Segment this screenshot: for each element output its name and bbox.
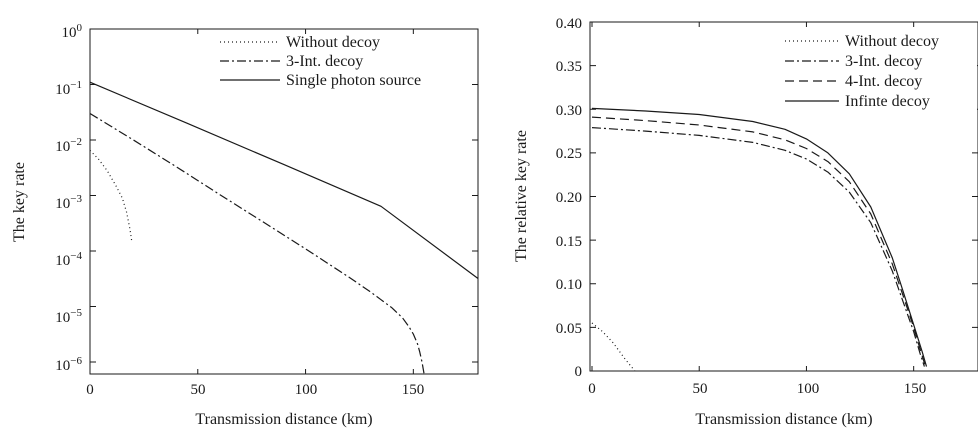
legend-label-without-decoy: Without decoy xyxy=(286,34,380,51)
left-x-tick-label: 50 xyxy=(191,382,206,398)
right-y-tick-labels: 0 0.05 0.10 0.15 0.20 0.25 0.30 0.35 0.4… xyxy=(556,16,582,380)
right-y-axis-title: The relative key rate xyxy=(513,130,530,262)
right-x-tick-label: 50 xyxy=(693,381,708,397)
right-x-axis-title: Transmission distance (km) xyxy=(695,411,872,428)
right-y-tick-label: 0.05 xyxy=(556,321,582,337)
legend-label-4-int-decoy: 4-Int. decoy xyxy=(845,73,922,90)
right-y-tick-label: 0.30 xyxy=(556,103,582,119)
left-y-tick-label: 10−1 xyxy=(55,79,82,98)
right-y-tick-label: 0.15 xyxy=(556,234,582,250)
right-x-tick-label: 100 xyxy=(797,381,820,397)
right-y-tick-label: 0.40 xyxy=(556,16,582,32)
right-x-tick-label: 0 xyxy=(588,381,596,397)
left-legend: Without decoy 3-Int. decoy Single photon… xyxy=(220,34,421,89)
left-y-tick-label: 10−5 xyxy=(55,307,82,326)
right-y-tick-label: 0.35 xyxy=(556,59,582,75)
left-plot-frame xyxy=(89,28,479,375)
right-legend: Without decoy 3-Int. decoy 4-Int. decoy … xyxy=(784,28,977,116)
right-x-tick-label: 150 xyxy=(904,381,927,397)
left-x-tick-labels: 0 50 100 150 xyxy=(86,382,424,398)
left-series-group xyxy=(89,81,479,375)
right-y-tick-label: 0.10 xyxy=(556,277,582,293)
left-y-tick-label: 100 xyxy=(62,22,83,41)
left-x-tick-label: 0 xyxy=(86,382,94,398)
left-series-3-int-decoy xyxy=(89,112,425,375)
right-series-3-int-decoy xyxy=(591,127,925,367)
left-x-tick-label: 100 xyxy=(295,382,318,398)
right-y-tick-label: 0.25 xyxy=(556,146,582,162)
legend-label-single-photon-source: Single photon source xyxy=(286,72,421,89)
left-y-tick-label: 10−2 xyxy=(55,136,82,155)
left-x-tick-label: 150 xyxy=(402,382,425,398)
right-chart: 0 50 100 150 0 0.05 0.10 0.15 0.20 0.25 … xyxy=(513,16,978,428)
left-chart: 0 50 100 150 100 10−1 10−2 10−3 10−4 10−… xyxy=(11,22,479,428)
right-series-group xyxy=(591,107,928,372)
right-y-tick-label: 0.20 xyxy=(556,190,582,206)
left-y-tick-labels: 100 10−1 10−2 10−3 10−4 10−5 10−6 xyxy=(55,22,82,374)
legend-label-3-int-decoy: 3-Int. decoy xyxy=(286,53,363,70)
legend-label-3-int-decoy: 3-Int. decoy xyxy=(845,53,922,70)
left-y-tick-label: 10−6 xyxy=(55,355,82,374)
right-series-4-int-decoy xyxy=(591,116,927,367)
right-series-infinte-decoy xyxy=(591,107,928,367)
right-x-tick-labels: 0 50 100 150 xyxy=(588,381,926,397)
legend-label-without-decoy: Without decoy xyxy=(845,33,939,50)
left-y-tick-label: 10−3 xyxy=(55,193,82,212)
left-x-axis-title: Transmission distance (km) xyxy=(195,411,372,428)
right-y-tick-label: 0 xyxy=(575,364,583,380)
left-series-single-photon-source xyxy=(89,81,479,279)
legend-label-infinite-decoy: Infinte decoy xyxy=(845,93,930,110)
left-y-tick-label: 10−4 xyxy=(55,250,82,269)
left-y-axis-title: The key rate xyxy=(11,162,28,242)
left-axis-ticks xyxy=(89,28,478,374)
